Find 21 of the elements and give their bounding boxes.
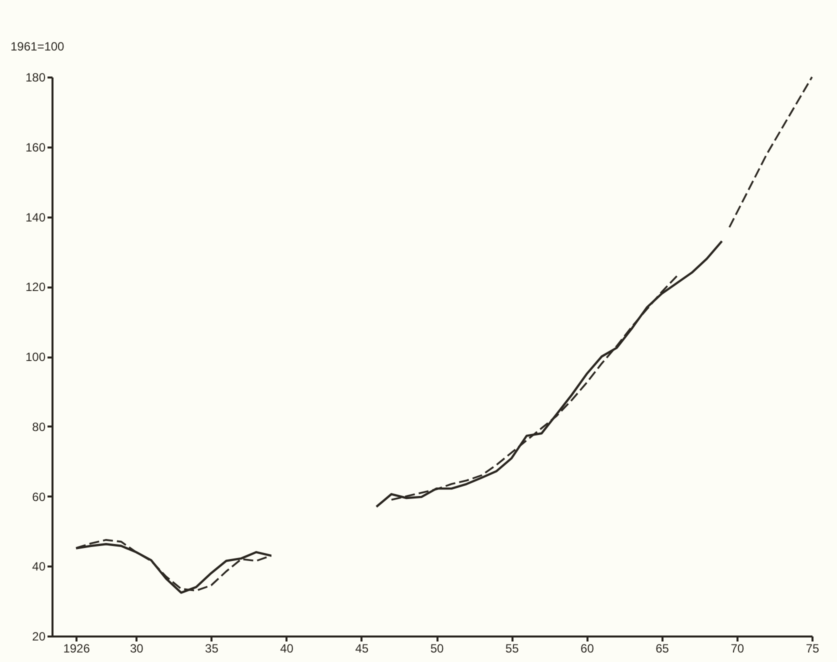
y-tick-label: 140: [25, 210, 46, 224]
y-tick-label: 60: [32, 490, 46, 504]
y-tick-label: 20: [32, 630, 46, 644]
x-tick-label: 40: [280, 642, 294, 656]
x-tick-label: 55: [505, 642, 520, 656]
x-tick-label: 1926: [63, 642, 90, 656]
x-tick-label: 70: [730, 642, 744, 656]
y-tick-label: 80: [32, 420, 46, 434]
y-axis-title: 1961=100: [10, 40, 65, 54]
x-tick-label: 60: [580, 642, 594, 656]
x-tick-label: 45: [355, 642, 369, 656]
x-tick-label: 30: [130, 642, 144, 656]
y-tick-label: 180: [25, 70, 46, 84]
x-tick-label: 50: [430, 642, 444, 656]
y-tick-label: 120: [25, 280, 46, 294]
y-tick-label: 100: [25, 350, 46, 364]
x-tick-label: 75: [806, 642, 820, 656]
y-tick-label: 40: [32, 560, 46, 574]
x-tick-label: 35: [205, 642, 219, 656]
x-tick-label: 65: [656, 642, 670, 656]
y-tick-label: 160: [25, 140, 46, 154]
